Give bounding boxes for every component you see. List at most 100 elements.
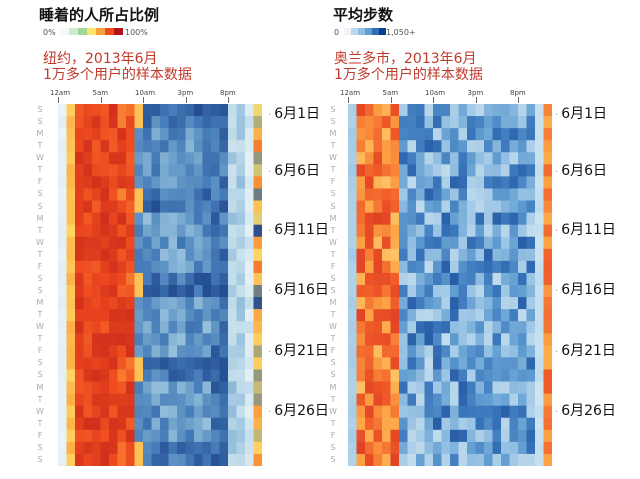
heatmap-cell bbox=[543, 236, 552, 250]
heatmap-cell bbox=[458, 285, 468, 298]
heatmap-cell bbox=[424, 405, 434, 419]
heatmap-cell bbox=[475, 393, 485, 407]
heatmap-cell bbox=[58, 104, 67, 117]
heatmap-cell bbox=[458, 333, 468, 346]
heatmap-cell bbox=[109, 272, 118, 286]
heatmap-cell bbox=[475, 140, 485, 153]
day-label: M bbox=[36, 382, 44, 392]
heatmap-cell bbox=[348, 224, 357, 238]
heatmap-cell bbox=[382, 369, 391, 382]
heatmap-cell bbox=[492, 116, 502, 129]
heatmap-cell bbox=[484, 224, 493, 238]
heatmap-cell bbox=[211, 176, 220, 189]
heatmap-cell bbox=[416, 224, 425, 238]
heatmap-cell bbox=[484, 164, 493, 177]
heatmap-cell bbox=[390, 212, 400, 226]
heatmap-cell bbox=[424, 176, 434, 189]
heatmap-cell bbox=[245, 357, 254, 370]
heatmap-cell bbox=[492, 164, 502, 177]
heatmap-cell bbox=[390, 345, 400, 358]
heatmap-cell bbox=[484, 453, 493, 466]
x-tick-label: 12am bbox=[340, 89, 361, 97]
heatmap-cell bbox=[160, 441, 169, 455]
heatmap-cell bbox=[407, 116, 417, 129]
heatmap-cell bbox=[416, 417, 425, 431]
heatmap-cell bbox=[399, 128, 408, 141]
heatmap-cell bbox=[109, 236, 118, 250]
heatmap-cell bbox=[356, 417, 366, 431]
heatmap-cell bbox=[526, 405, 536, 419]
heatmap-cell bbox=[467, 393, 476, 407]
heatmap-cell bbox=[390, 297, 400, 310]
heatmap-cell bbox=[492, 140, 502, 153]
heatmap-cell bbox=[219, 393, 229, 407]
heatmap-cell bbox=[509, 224, 519, 238]
heatmap-cell bbox=[168, 116, 178, 129]
heatmap-cell bbox=[185, 224, 195, 238]
heatmap-cell bbox=[109, 297, 118, 310]
heatmap-cell bbox=[160, 369, 169, 382]
heatmap-cell bbox=[424, 429, 434, 443]
heatmap-cell bbox=[441, 104, 451, 117]
heatmap-cell bbox=[509, 417, 519, 431]
heatmap-cell bbox=[117, 309, 127, 322]
heatmap-cell bbox=[83, 188, 93, 201]
heatmap-cell bbox=[373, 369, 383, 382]
heatmap-cell bbox=[543, 248, 552, 262]
heatmap-cell bbox=[348, 248, 357, 262]
heatmap-cell bbox=[228, 405, 237, 419]
heatmap-cell bbox=[373, 429, 383, 443]
heatmap-cell bbox=[168, 441, 178, 455]
heatmap-cell bbox=[424, 393, 434, 407]
heatmap-cell bbox=[467, 152, 476, 165]
heatmap-cell bbox=[168, 321, 178, 334]
heatmap-cell bbox=[373, 236, 383, 250]
heatmap-cell bbox=[219, 128, 229, 141]
heatmap-cell bbox=[228, 309, 237, 322]
heatmap-cell bbox=[117, 164, 127, 177]
heatmap-cell bbox=[160, 176, 169, 189]
heatmap-cell bbox=[365, 393, 374, 407]
heatmap-cell bbox=[356, 248, 366, 262]
heatmap-cell bbox=[245, 128, 254, 141]
heatmap-cell bbox=[58, 116, 67, 129]
heatmap-cell bbox=[185, 176, 195, 189]
heatmap-cell bbox=[211, 188, 220, 201]
heatmap-cell bbox=[134, 140, 144, 153]
heatmap-cell bbox=[245, 176, 254, 189]
heatmap-cell bbox=[441, 128, 451, 141]
heatmap-cell bbox=[160, 393, 169, 407]
heatmap-cell bbox=[535, 164, 544, 177]
date-label: 6月16日 bbox=[268, 279, 329, 299]
heatmap-cell bbox=[535, 236, 544, 250]
heatmap-cell bbox=[518, 260, 527, 274]
sleep-heatmap bbox=[58, 104, 262, 466]
heatmap-cell bbox=[126, 441, 135, 455]
heatmap-cell bbox=[151, 453, 161, 466]
heatmap-cell bbox=[202, 104, 212, 117]
heatmap-cell bbox=[382, 200, 391, 213]
heatmap-cell bbox=[348, 164, 357, 177]
heatmap-cell bbox=[117, 333, 127, 346]
heatmap-cell bbox=[143, 381, 152, 394]
steps-subtitle-line1: 奥兰多市，2013年6月 bbox=[334, 51, 477, 67]
heatmap-cell bbox=[143, 200, 152, 213]
heatmap-cell bbox=[535, 321, 544, 334]
heatmap-cell bbox=[424, 212, 434, 226]
heatmap-cell bbox=[407, 128, 417, 141]
heatmap-cell bbox=[58, 140, 67, 153]
heatmap-cell bbox=[160, 224, 169, 238]
heatmap-cell bbox=[424, 297, 434, 310]
heatmap-cell bbox=[236, 236, 246, 250]
heatmap-cell bbox=[407, 369, 417, 382]
heatmap-cell bbox=[177, 357, 186, 370]
heatmap-cell bbox=[185, 309, 195, 322]
heatmap-cell bbox=[441, 393, 451, 407]
heatmap-cell bbox=[126, 104, 135, 117]
heatmap-cell bbox=[151, 309, 161, 322]
heatmap-cell bbox=[373, 188, 383, 201]
date-label: 6月11日 bbox=[555, 219, 616, 239]
heatmap-cell bbox=[109, 381, 118, 394]
heatmap-cell bbox=[228, 188, 237, 201]
heatmap-cell bbox=[365, 321, 374, 334]
